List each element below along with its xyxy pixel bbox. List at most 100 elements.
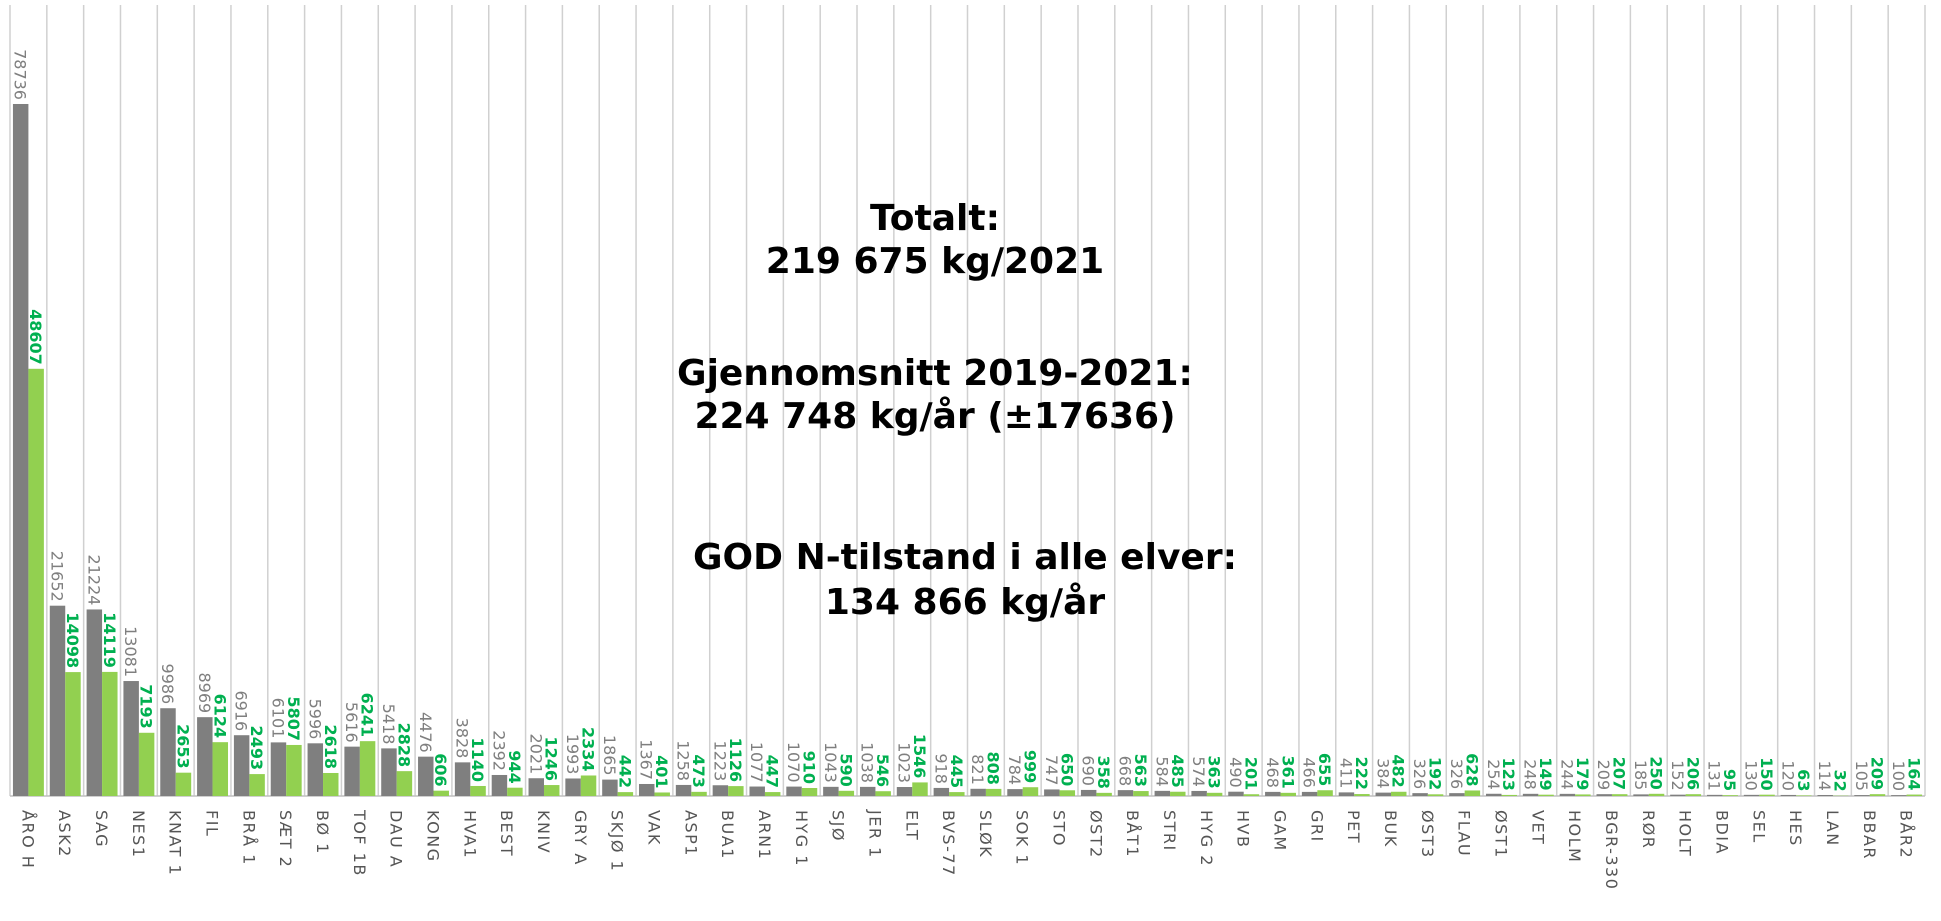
bar — [1301, 791, 1318, 796]
bar — [1559, 793, 1576, 796]
bar — [123, 681, 139, 796]
value-label: 6124 — [210, 694, 229, 739]
value-label: 2021 — [526, 734, 545, 775]
bar — [1206, 792, 1223, 796]
value-label: 164 — [1904, 757, 1923, 790]
value-label: 7193 — [137, 684, 156, 729]
bar — [528, 778, 544, 796]
bar — [12, 103, 29, 796]
value-label: 1023 — [895, 742, 914, 783]
value-label: 1077 — [747, 742, 766, 783]
bar — [1633, 794, 1649, 796]
value-label: 1993 — [563, 734, 582, 775]
bar — [1596, 794, 1612, 796]
bar — [985, 788, 1002, 796]
bar — [1670, 794, 1686, 796]
value-label: 209 — [1867, 757, 1886, 790]
x-tick-label: ØST2 — [1086, 810, 1105, 859]
value-label: 384 — [1373, 758, 1392, 789]
value-label: 326 — [1410, 759, 1429, 790]
x-tick-label: SOK 1 — [1013, 810, 1032, 866]
x-tick-label: BVS-77 — [939, 810, 958, 877]
x-tick-label: FLAU — [1455, 810, 1474, 857]
x-tick-label: BBAR — [1860, 810, 1879, 860]
x-tick-label: TOF 1B — [350, 809, 369, 877]
bar — [359, 741, 376, 796]
value-label: 563 — [1131, 754, 1150, 787]
value-label: 606 — [431, 753, 450, 786]
value-label: 650 — [1057, 753, 1076, 786]
x-tick-label: HOLM — [1565, 810, 1584, 863]
bar — [1154, 790, 1171, 796]
value-label: 13081 — [121, 626, 140, 677]
bar — [543, 785, 560, 796]
value-label: 185 — [1631, 760, 1650, 791]
bar — [286, 744, 302, 796]
bar — [160, 708, 176, 796]
value-label: 490 — [1226, 757, 1245, 788]
annotation: 219 675 kg/2021 — [766, 241, 1104, 282]
plot: ÅRO H 78736 48607 ASK2 21652 14098 SAG 21224 141… — [9, 5, 1926, 890]
value-label: 9986 — [158, 664, 177, 705]
value-label: 546 — [873, 754, 892, 787]
value-label: 574 — [1189, 756, 1208, 787]
value-label: 254 — [1484, 759, 1503, 790]
value-label: 250 — [1647, 756, 1666, 789]
value-label: 326 — [1447, 759, 1466, 790]
value-label: 5996 — [305, 699, 324, 740]
x-tick-label: KONG — [424, 810, 443, 863]
bar — [1906, 794, 1923, 796]
bar — [1280, 792, 1296, 796]
bar — [1059, 790, 1076, 796]
bar — [1133, 791, 1149, 796]
bar — [1007, 789, 1023, 796]
x-tick-label: BØ 1 — [313, 810, 332, 855]
value-label: 149 — [1536, 757, 1555, 790]
value-label: 2828 — [394, 723, 413, 768]
bar — [86, 609, 103, 796]
value-label: 201 — [1241, 757, 1260, 790]
value-label: 442 — [615, 755, 634, 788]
value-label: 5807 — [284, 696, 303, 741]
value-label: 1223 — [710, 741, 729, 782]
value-label: 32 — [1831, 769, 1850, 791]
x-tick-label: SÆT 2 — [276, 810, 295, 868]
bar — [28, 368, 44, 796]
value-label: 4476 — [416, 712, 435, 753]
value-label: 2493 — [247, 726, 266, 771]
bar — [1891, 795, 1907, 796]
bar — [1796, 795, 1812, 796]
bar — [675, 784, 692, 796]
bar — [1449, 793, 1465, 796]
bar — [1706, 794, 1723, 796]
x-tick-label: ÅRO H — [18, 810, 37, 869]
annotation: GOD N-tilstand i alle elver: — [693, 537, 1237, 578]
bar — [728, 786, 744, 796]
value-label: 5616 — [342, 702, 361, 743]
x-tick-label: HES — [1786, 810, 1805, 847]
bar — [1780, 794, 1797, 796]
bar — [1117, 790, 1134, 796]
value-label: 485 — [1168, 754, 1187, 787]
bar — [1412, 793, 1428, 796]
x-tick-label: BEST — [497, 810, 516, 857]
value-label: 222 — [1352, 757, 1371, 790]
x-tick-label: HOLT — [1676, 810, 1695, 857]
value-label: 590 — [836, 753, 855, 786]
x-tick-label: VET — [1528, 810, 1547, 845]
value-label: 131 — [1705, 760, 1724, 791]
value-label: 401 — [652, 755, 671, 788]
x-tick-label: ASK2 — [55, 810, 74, 858]
value-label: 1126 — [726, 738, 745, 783]
bar — [691, 791, 707, 796]
x-tick-label: DAU A — [387, 810, 406, 868]
bar — [102, 671, 118, 796]
bar — [933, 787, 950, 796]
value-label: 123 — [1499, 758, 1518, 791]
bar — [1096, 792, 1112, 796]
value-label: 821 — [968, 754, 987, 785]
bar — [212, 742, 229, 796]
bar — [396, 771, 413, 796]
x-tick-label: RØR — [1639, 810, 1658, 849]
bar — [1817, 794, 1833, 796]
